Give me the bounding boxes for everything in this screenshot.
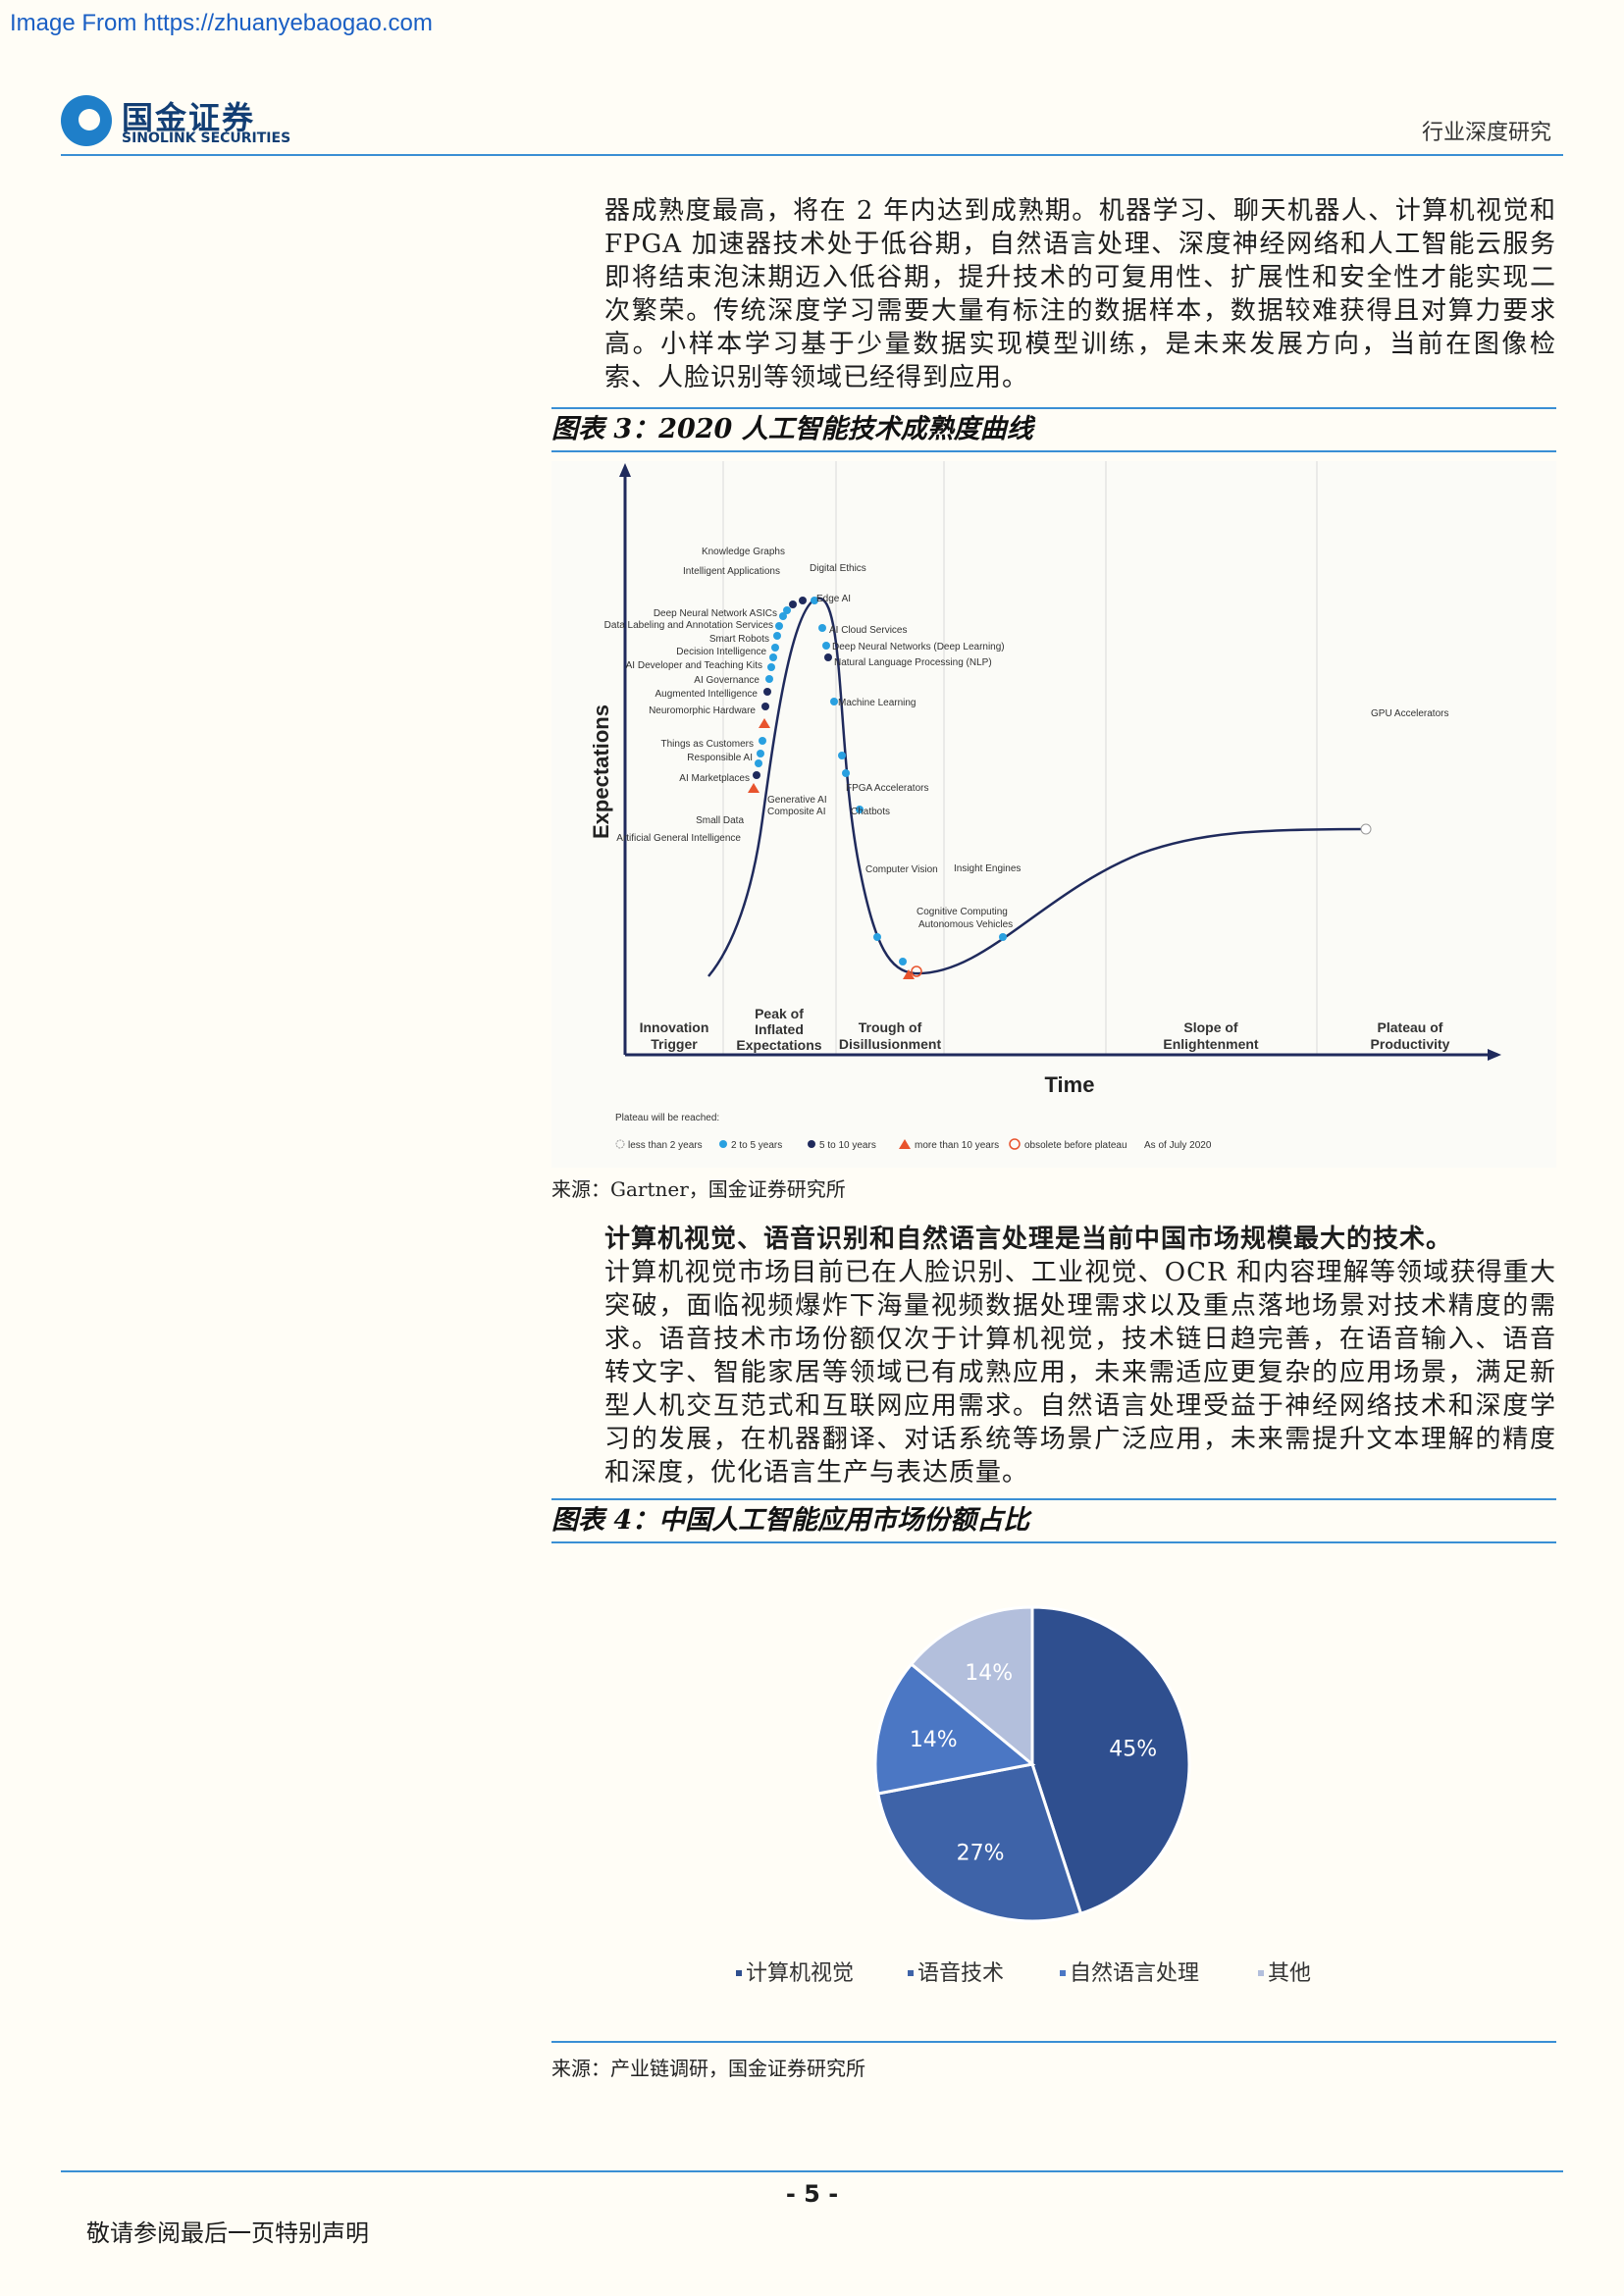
svg-text:Decision Intelligence: Decision Intelligence	[676, 647, 766, 657]
svg-text:Digital Ethics: Digital Ethics	[810, 563, 866, 574]
legend-swatch-0	[736, 1970, 742, 1976]
svg-text:Neuromorphic Hardware: Neuromorphic Hardware	[649, 705, 756, 716]
figure-4-source: 来源：产业链调研，国金证券研究所	[551, 2041, 1556, 2081]
svg-text:Machine Learning: Machine Learning	[838, 698, 917, 708]
svg-text:Trough of: Trough of	[859, 1019, 922, 1035]
figure-3-title: 图表 3：2020 人工智能技术成熟度曲线	[551, 407, 1556, 452]
watermark: Image From https://zhuanyebaogao.com	[10, 10, 433, 36]
legend-swatch-2	[1060, 1970, 1066, 1976]
svg-text:Chatbots: Chatbots	[851, 807, 890, 817]
svg-text:Intelligent Applications: Intelligent Applications	[683, 566, 780, 577]
svg-text:Small Data: Small Data	[696, 815, 744, 826]
svg-text:Composite AI: Composite AI	[767, 807, 825, 817]
footer-divider	[61, 2170, 1563, 2172]
legend-label-1: 语音技术	[917, 1961, 1004, 1986]
svg-text:obsolete before plateau: obsolete before plateau	[1024, 1140, 1127, 1151]
legend-swatch-1	[908, 1970, 914, 1976]
legend-label-3: 其他	[1268, 1961, 1311, 1986]
pie-label-0: 45%	[1109, 1738, 1157, 1762]
paragraph-1: 器成熟度最高，将在 2 年内达到成熟期。机器学习、聊天机器人、计算机视觉和 FP…	[604, 196, 1556, 392]
footer-disclaimer: 敬请参阅最后一页特别声明	[86, 2219, 369, 2247]
svg-text:Inflated: Inflated	[755, 1021, 804, 1037]
svg-text:AI Developer and Teaching Kits: AI Developer and Teaching Kits	[626, 660, 762, 671]
hype-curve	[707, 597, 1367, 977]
svg-text:Artificial General Intelligenc: Artificial General Intelligence	[616, 833, 741, 844]
logo-icon	[61, 95, 112, 146]
svg-text:Computer Vision: Computer Vision	[865, 864, 938, 875]
svg-text:2 to 5 years: 2 to 5 years	[731, 1140, 782, 1151]
svg-text:Trigger: Trigger	[651, 1036, 698, 1052]
pie-slice-3	[909, 1605, 1034, 1768]
phase-trough: Disillusionment	[839, 1036, 942, 1052]
pie-label-1: 27%	[957, 1842, 1005, 1866]
page-number: - 5 -	[785, 2180, 839, 2208]
report-type: 行业深度研究	[1421, 121, 1551, 145]
svg-text:AI Governance: AI Governance	[694, 675, 760, 686]
labels-right: Digital Ethics Edge AI AI Cloud Services…	[767, 563, 1448, 930]
hype-points	[748, 597, 1372, 979]
svg-text:Smart Robots: Smart Robots	[709, 634, 769, 645]
figure-4-title: 图表 4：中国人工智能应用市场份额占比	[551, 1498, 1556, 1543]
figure-3-source: 来源：Gartner，国金证券研究所	[551, 1177, 846, 1201]
y-axis-label: Expectations	[589, 704, 613, 839]
svg-text:Autonomous Vehicles: Autonomous Vehicles	[918, 919, 1013, 930]
svg-text:Data Labeling and Annotation S: Data Labeling and Annotation Services	[604, 620, 773, 631]
x-axis-label: Time	[1045, 1072, 1095, 1097]
phase-peak: Expectations	[736, 1037, 821, 1053]
svg-text:GPU Accelerators: GPU Accelerators	[1371, 708, 1448, 719]
svg-text:Slope of: Slope of	[1183, 1019, 1238, 1035]
labels-left: Knowledge Graphs Intelligent Application…	[604, 547, 785, 844]
phase-slope: Enlightenment	[1163, 1036, 1259, 1052]
svg-text:Augmented Intelligence: Augmented Intelligence	[655, 689, 758, 700]
logo-en: SINOLINK SECURITIES	[122, 130, 291, 146]
svg-text:Peak of: Peak of	[755, 1006, 804, 1021]
svg-text:AI Cloud Services: AI Cloud Services	[829, 625, 907, 636]
pie-slice-1	[876, 1762, 1083, 1923]
legend-swatch-3	[1258, 1970, 1264, 1976]
legend-label-2: 自然语言处理	[1070, 1961, 1199, 1986]
svg-text:Plateau of: Plateau of	[1378, 1019, 1443, 1035]
svg-text:Cognitive Computing: Cognitive Computing	[917, 907, 1008, 917]
svg-text:Natural Language Processing (N: Natural Language Processing (NLP)	[834, 657, 992, 668]
logo-cn: 国金证券	[122, 99, 256, 136]
pie-label-2: 14%	[910, 1728, 958, 1752]
svg-text:less than 2 years: less than 2 years	[628, 1140, 703, 1151]
svg-text:Edge AI: Edge AI	[816, 594, 851, 604]
svg-text:Generative AI: Generative AI	[767, 795, 827, 806]
svg-text:FPGA Accelerators: FPGA Accelerators	[846, 783, 928, 794]
svg-text:Responsible AI: Responsible AI	[687, 753, 753, 763]
svg-text:AI Marketplaces: AI Marketplaces	[679, 773, 750, 784]
pie-slice-2	[873, 1661, 1036, 1796]
hc-legend-title: Plateau will be reached:	[615, 1113, 719, 1123]
svg-text:Things as Customers: Things as Customers	[661, 739, 754, 750]
svg-text:Insight Engines: Insight Engines	[954, 863, 1021, 874]
legend-label-0: 计算机视觉	[746, 1961, 854, 1986]
svg-text:Knowledge Graphs: Knowledge Graphs	[702, 547, 785, 557]
svg-text:Deep Neural Network ASICs: Deep Neural Network ASICs	[654, 608, 777, 619]
pie-chart: 45% 27% 14% 14% 计算机视觉 语音技术 自然语言处理 其他	[736, 1605, 1311, 1986]
pie-slice-0	[1030, 1605, 1191, 1916]
page-header: 国金证券 SINOLINK SECURITIES 行业深度研究	[61, 93, 1563, 156]
hc-as-of: As of July 2020	[1144, 1140, 1212, 1151]
paragraph-2: 计算机视觉市场目前已在人脸识别、工业视觉、OCR 和内容理解等领域获得重大突破，…	[604, 1258, 1556, 1487]
logo: 国金证券 SINOLINK SECURITIES	[61, 93, 296, 152]
svg-text:more than 10 years: more than 10 years	[915, 1140, 999, 1151]
hype-cycle-chart: Expectations Time Innovation Trigger Pea…	[551, 461, 1556, 1168]
pie-label-3: 14%	[965, 1661, 1013, 1686]
paragraph-2-lead: 计算机视觉、语音识别和自然语言处理是当前中国市场规模最大的技术。	[604, 1225, 1453, 1254]
svg-text:Deep Neural Networks (Deep Lea: Deep Neural Networks (Deep Learning)	[832, 642, 1005, 652]
svg-text:5 to 10 years: 5 to 10 years	[819, 1140, 876, 1151]
phase-plateau: Productivity	[1371, 1036, 1450, 1052]
phase-innovation-trigger: Innovation	[640, 1019, 709, 1035]
